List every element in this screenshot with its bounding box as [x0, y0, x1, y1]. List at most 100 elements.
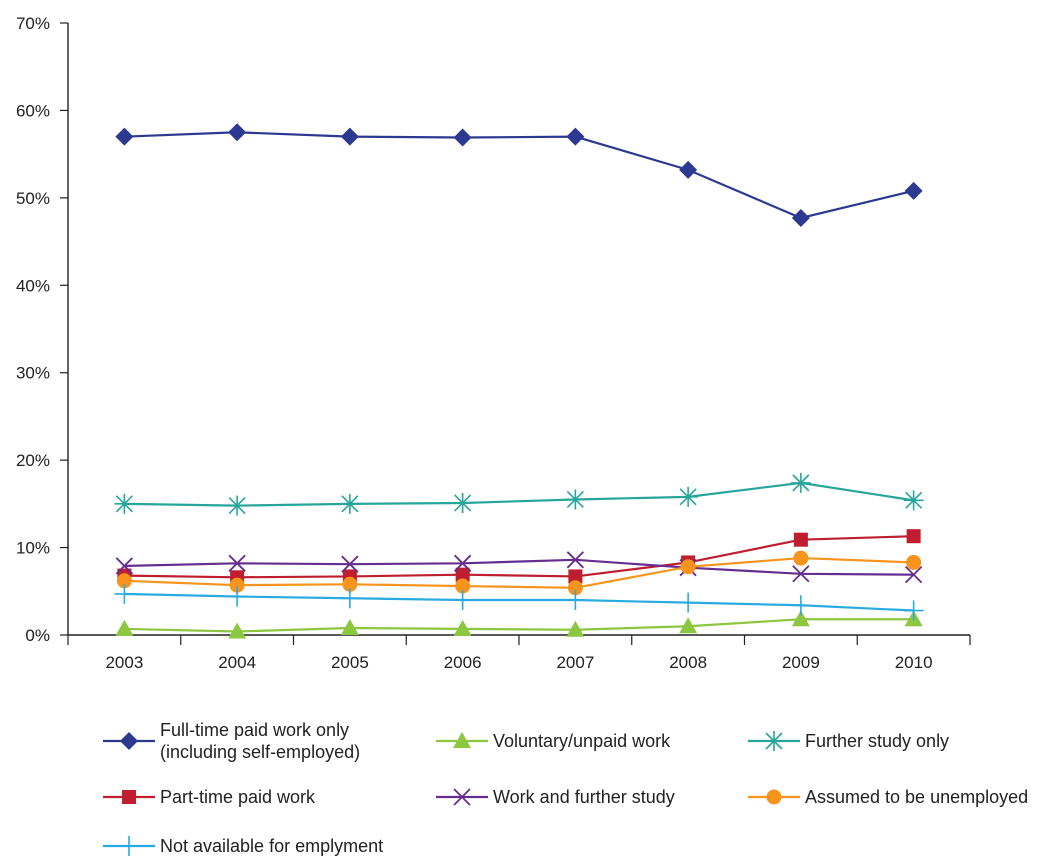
x-tick-label: 2010	[895, 653, 933, 672]
data-point	[792, 565, 810, 583]
data-point	[906, 554, 922, 570]
data-point	[790, 595, 811, 616]
legend-item: Part-time paid work	[103, 787, 316, 807]
data-point	[339, 493, 360, 514]
data-point	[791, 208, 810, 227]
series-line	[124, 592, 914, 612]
series-line	[124, 558, 914, 576]
data-point	[679, 160, 698, 179]
data-point	[453, 128, 472, 147]
legend-marker	[453, 788, 471, 806]
legend-marker	[766, 789, 782, 805]
series-1	[115, 610, 923, 639]
legend-marker	[119, 836, 139, 856]
legend-label: Further study only	[805, 731, 949, 751]
series-line	[124, 481, 914, 507]
data-point	[678, 486, 699, 507]
legend-label: Voluntary/unpaid work	[493, 731, 671, 751]
legend-label: Work and further study	[493, 787, 675, 807]
data-point	[793, 532, 808, 547]
y-tick-label: 30%	[16, 364, 50, 383]
data-point	[906, 529, 921, 544]
data-point	[679, 617, 698, 634]
chart-axes: 0% 10% 20% 30% 40% 50% 60% 70% 2003 2004 2005 2006 2…	[16, 14, 971, 672]
series-line	[124, 535, 914, 579]
data-point	[452, 590, 473, 611]
x-tick-label: 2008	[669, 653, 707, 672]
data-point	[455, 578, 471, 594]
data-point	[566, 620, 585, 637]
series-line	[124, 556, 914, 589]
series-line	[124, 131, 914, 220]
chart-series	[114, 123, 924, 639]
series-line	[124, 618, 914, 633]
series-6	[114, 583, 924, 621]
x-tick-label: 2004	[218, 653, 256, 672]
series-2	[114, 472, 924, 516]
data-point	[342, 576, 358, 592]
data-point	[565, 590, 586, 611]
data-point	[228, 123, 247, 142]
data-point	[227, 586, 248, 607]
x-tick-label: 2009	[782, 653, 820, 672]
data-point	[114, 493, 135, 514]
y-tick-label: 70%	[16, 14, 50, 33]
y-tick-label: 60%	[16, 101, 50, 120]
data-point	[115, 127, 134, 146]
legend-item: Full-time paid work only (including self-…	[103, 720, 360, 762]
legend-item: Voluntary/unpaid work	[436, 731, 671, 751]
chart-legend: Full-time paid work only (including self-…	[103, 720, 1028, 856]
data-point	[793, 550, 809, 566]
legend-marker	[122, 790, 136, 804]
series-0	[115, 123, 923, 227]
legend-label: Full-time paid work only (including self-…	[160, 720, 360, 762]
data-point	[228, 622, 247, 639]
y-tick-label: 20%	[16, 451, 50, 470]
x-tick-label: 2007	[556, 653, 594, 672]
data-point	[567, 580, 583, 596]
legend-item: Further study only	[748, 731, 949, 751]
legend-marker	[764, 731, 784, 751]
x-tick-label: 2006	[444, 653, 482, 672]
legend-label: Assumed to be unemployed	[805, 787, 1028, 807]
data-point	[904, 181, 923, 200]
legend-item: Work and further study	[436, 787, 675, 807]
data-point	[566, 127, 585, 146]
data-point	[115, 557, 134, 575]
legend-marker	[120, 732, 138, 750]
series-5	[116, 550, 922, 596]
data-point	[228, 554, 246, 572]
data-point	[680, 559, 696, 575]
legend-item: Not available for emplyment	[103, 836, 383, 856]
y-tick-label: 40%	[16, 276, 50, 295]
data-point	[455, 567, 470, 582]
data-point	[341, 555, 359, 573]
data-point	[568, 569, 583, 584]
data-point	[565, 489, 586, 510]
y-tick-label: 50%	[16, 189, 50, 208]
data-point	[903, 490, 924, 511]
data-point	[340, 619, 359, 636]
legend-item: Assumed to be unemployed	[748, 787, 1028, 807]
legend-label: Part-time paid work	[160, 787, 316, 807]
x-tick-label: 2003	[105, 653, 143, 672]
data-point	[115, 619, 134, 636]
data-point	[339, 588, 360, 609]
data-point	[114, 583, 135, 604]
data-point	[453, 619, 472, 636]
data-point	[790, 472, 811, 493]
y-tick-label: 10%	[16, 539, 50, 558]
data-point	[229, 577, 245, 593]
data-point	[791, 610, 810, 627]
legend-label: Not available for emplyment	[160, 836, 383, 856]
data-point	[566, 551, 585, 569]
data-point	[452, 492, 473, 513]
series-4	[115, 551, 923, 584]
x-tick-label: 2005	[331, 653, 369, 672]
data-point	[453, 554, 472, 572]
data-point	[340, 127, 359, 146]
data-point	[227, 495, 248, 516]
data-point	[904, 566, 923, 584]
data-point	[903, 600, 924, 621]
